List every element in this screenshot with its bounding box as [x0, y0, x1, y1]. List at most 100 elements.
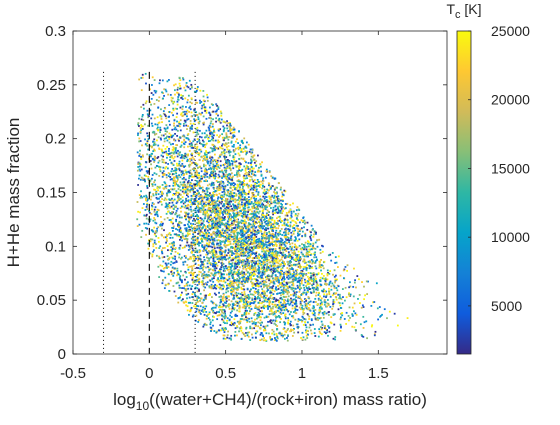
data-point: [195, 301, 198, 304]
data-point: [336, 278, 338, 281]
data-point: [240, 231, 243, 233]
data-point: [257, 192, 260, 195]
data-point: [344, 286, 347, 289]
data-point: [246, 235, 249, 238]
data-point: [204, 217, 207, 219]
data-point: [260, 180, 263, 183]
data-point: [218, 120, 221, 123]
data-point: [291, 245, 294, 248]
data-point: [233, 205, 235, 208]
data-point: [328, 330, 331, 333]
data-point: [305, 307, 308, 310]
data-point: [289, 302, 292, 305]
data-point: [334, 336, 337, 338]
data-point: [260, 230, 263, 233]
data-point: [222, 321, 225, 324]
data-point: [305, 253, 308, 256]
data-point: [211, 147, 213, 150]
data-point: [333, 292, 336, 295]
data-point: [182, 183, 184, 186]
data-point: [362, 315, 365, 318]
data-point: [242, 241, 245, 244]
data-point: [214, 286, 216, 289]
data-point: [352, 295, 355, 298]
data-point: [207, 235, 210, 238]
data-point: [231, 238, 234, 241]
data-point: [228, 229, 231, 232]
data-point: [209, 194, 212, 196]
data-point: [266, 246, 269, 249]
data-point: [154, 91, 157, 94]
data-point: [187, 179, 190, 182]
data-point: [278, 210, 281, 213]
data-point: [138, 153, 141, 156]
data-point: [211, 208, 214, 211]
data-point: [356, 275, 359, 277]
data-point: [172, 109, 175, 112]
data-point: [191, 296, 193, 299]
data-point: [138, 165, 141, 168]
data-point: [240, 169, 242, 172]
data-point: [256, 246, 259, 249]
data-point: [259, 186, 261, 188]
data-point: [173, 119, 176, 122]
data-point: [234, 250, 237, 253]
data-point: [198, 148, 201, 151]
data-point: [262, 225, 264, 227]
data-point: [335, 298, 338, 301]
data-point: [223, 209, 226, 212]
data-point: [276, 276, 279, 279]
data-point: [231, 293, 233, 296]
data-point: [152, 219, 155, 222]
data-point: [332, 303, 334, 306]
data-point: [162, 110, 165, 113]
data-point: [271, 277, 274, 280]
data-point: [180, 280, 183, 282]
data-point: [247, 244, 250, 247]
data-point: [151, 84, 153, 86]
data-point: [188, 143, 191, 145]
data-point: [313, 286, 316, 289]
data-point: [237, 247, 239, 249]
data-point: [286, 291, 289, 293]
data-point: [191, 156, 194, 159]
data-point: [213, 245, 216, 248]
data-point: [231, 160, 234, 163]
data-point: [174, 171, 177, 174]
data-point: [248, 213, 251, 216]
data-point: [309, 329, 312, 332]
data-point: [216, 164, 219, 167]
data-point: [180, 171, 183, 174]
data-point: [190, 265, 193, 268]
data-point: [194, 200, 197, 203]
data-point: [250, 317, 253, 320]
data-point: [305, 331, 307, 334]
data-point: [201, 302, 204, 304]
data-point: [268, 300, 271, 302]
data-point: [216, 246, 219, 249]
data-point: [137, 122, 140, 124]
data-point: [212, 191, 215, 193]
data-point: [161, 158, 164, 161]
data-point: [305, 251, 308, 254]
data-point: [337, 285, 340, 288]
data-point: [230, 292, 233, 295]
data-point: [192, 233, 195, 236]
data-point: [150, 103, 152, 106]
data-point: [210, 236, 213, 239]
data-point: [230, 316, 233, 318]
data-point: [222, 337, 225, 340]
data-point: [314, 247, 317, 250]
data-point: [217, 157, 220, 159]
data-point: [314, 297, 317, 300]
data-point: [252, 188, 255, 191]
data-point: [173, 244, 176, 247]
data-point: [137, 184, 139, 186]
data-point: [236, 287, 239, 290]
data-point: [266, 266, 269, 269]
data-point: [247, 216, 250, 219]
data-point: [246, 164, 248, 167]
data-point: [249, 293, 252, 296]
data-point: [175, 228, 177, 230]
data-point: [190, 237, 193, 240]
